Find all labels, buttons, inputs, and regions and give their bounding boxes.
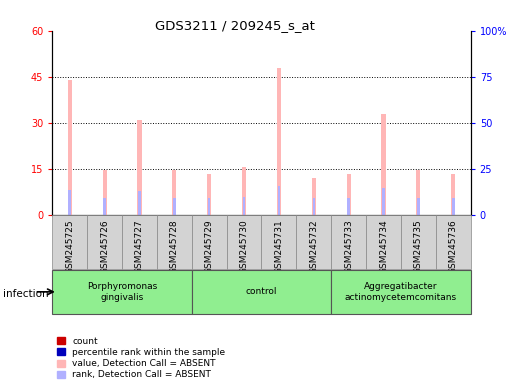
Text: GSM245729: GSM245729 — [204, 219, 214, 274]
FancyBboxPatch shape — [192, 215, 226, 269]
Bar — [243, 197, 245, 215]
Bar — [138, 191, 141, 215]
Bar — [347, 174, 351, 215]
FancyBboxPatch shape — [157, 215, 192, 269]
FancyBboxPatch shape — [122, 215, 157, 269]
FancyBboxPatch shape — [87, 215, 122, 269]
Bar — [67, 80, 72, 215]
Text: GSM245726: GSM245726 — [100, 219, 109, 274]
Legend: count, percentile rank within the sample, value, Detection Call = ABSENT, rank, : count, percentile rank within the sample… — [57, 337, 225, 379]
Text: GSM245727: GSM245727 — [135, 219, 144, 274]
Bar — [69, 190, 71, 215]
Bar — [208, 199, 210, 215]
Bar — [416, 170, 420, 215]
Bar — [417, 199, 419, 215]
FancyBboxPatch shape — [436, 215, 471, 269]
Bar — [451, 174, 456, 215]
Bar — [277, 68, 281, 215]
FancyBboxPatch shape — [192, 270, 331, 314]
Bar — [312, 178, 316, 215]
Bar — [382, 188, 385, 215]
Bar — [173, 199, 176, 215]
FancyBboxPatch shape — [331, 215, 366, 269]
Text: GDS3211 / 209245_s_at: GDS3211 / 209245_s_at — [155, 19, 315, 32]
FancyBboxPatch shape — [366, 215, 401, 269]
Bar — [452, 199, 454, 215]
Text: GSM245732: GSM245732 — [309, 219, 319, 274]
FancyBboxPatch shape — [401, 215, 436, 269]
Text: Aggregatibacter
actinomycetemcomitans: Aggregatibacter actinomycetemcomitans — [345, 282, 457, 301]
Bar — [207, 174, 211, 215]
FancyBboxPatch shape — [52, 270, 192, 314]
Text: GSM245735: GSM245735 — [414, 219, 423, 274]
FancyBboxPatch shape — [226, 215, 262, 269]
Text: control: control — [246, 287, 277, 296]
Bar — [313, 199, 315, 215]
Bar — [347, 199, 350, 215]
FancyBboxPatch shape — [297, 215, 331, 269]
Text: GSM245733: GSM245733 — [344, 219, 353, 274]
Text: GSM245725: GSM245725 — [65, 219, 74, 274]
Bar — [103, 170, 107, 215]
Text: GSM245730: GSM245730 — [240, 219, 248, 274]
Bar — [278, 187, 280, 215]
Text: GSM245728: GSM245728 — [170, 219, 179, 274]
Bar — [242, 167, 246, 215]
Bar — [381, 114, 385, 215]
Text: Porphyromonas
gingivalis: Porphyromonas gingivalis — [87, 282, 157, 301]
Bar — [172, 170, 176, 215]
Text: GSM245736: GSM245736 — [449, 219, 458, 274]
FancyBboxPatch shape — [262, 215, 297, 269]
Bar — [138, 120, 142, 215]
FancyBboxPatch shape — [331, 270, 471, 314]
Text: infection: infection — [3, 289, 48, 299]
Text: GSM245734: GSM245734 — [379, 219, 388, 274]
Text: GSM245731: GSM245731 — [275, 219, 283, 274]
Bar — [104, 199, 106, 215]
FancyBboxPatch shape — [52, 215, 87, 269]
